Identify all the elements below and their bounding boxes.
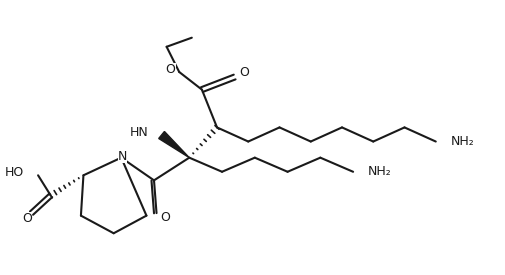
Text: NH₂: NH₂ [368,165,392,178]
Text: O: O [239,67,248,79]
Text: O: O [166,64,176,76]
Text: O: O [23,212,32,225]
Text: NH₂: NH₂ [451,135,475,148]
Text: HN: HN [130,126,149,139]
Text: HO: HO [5,166,24,179]
Text: N: N [118,150,127,163]
Polygon shape [159,131,189,158]
Text: O: O [161,211,171,224]
